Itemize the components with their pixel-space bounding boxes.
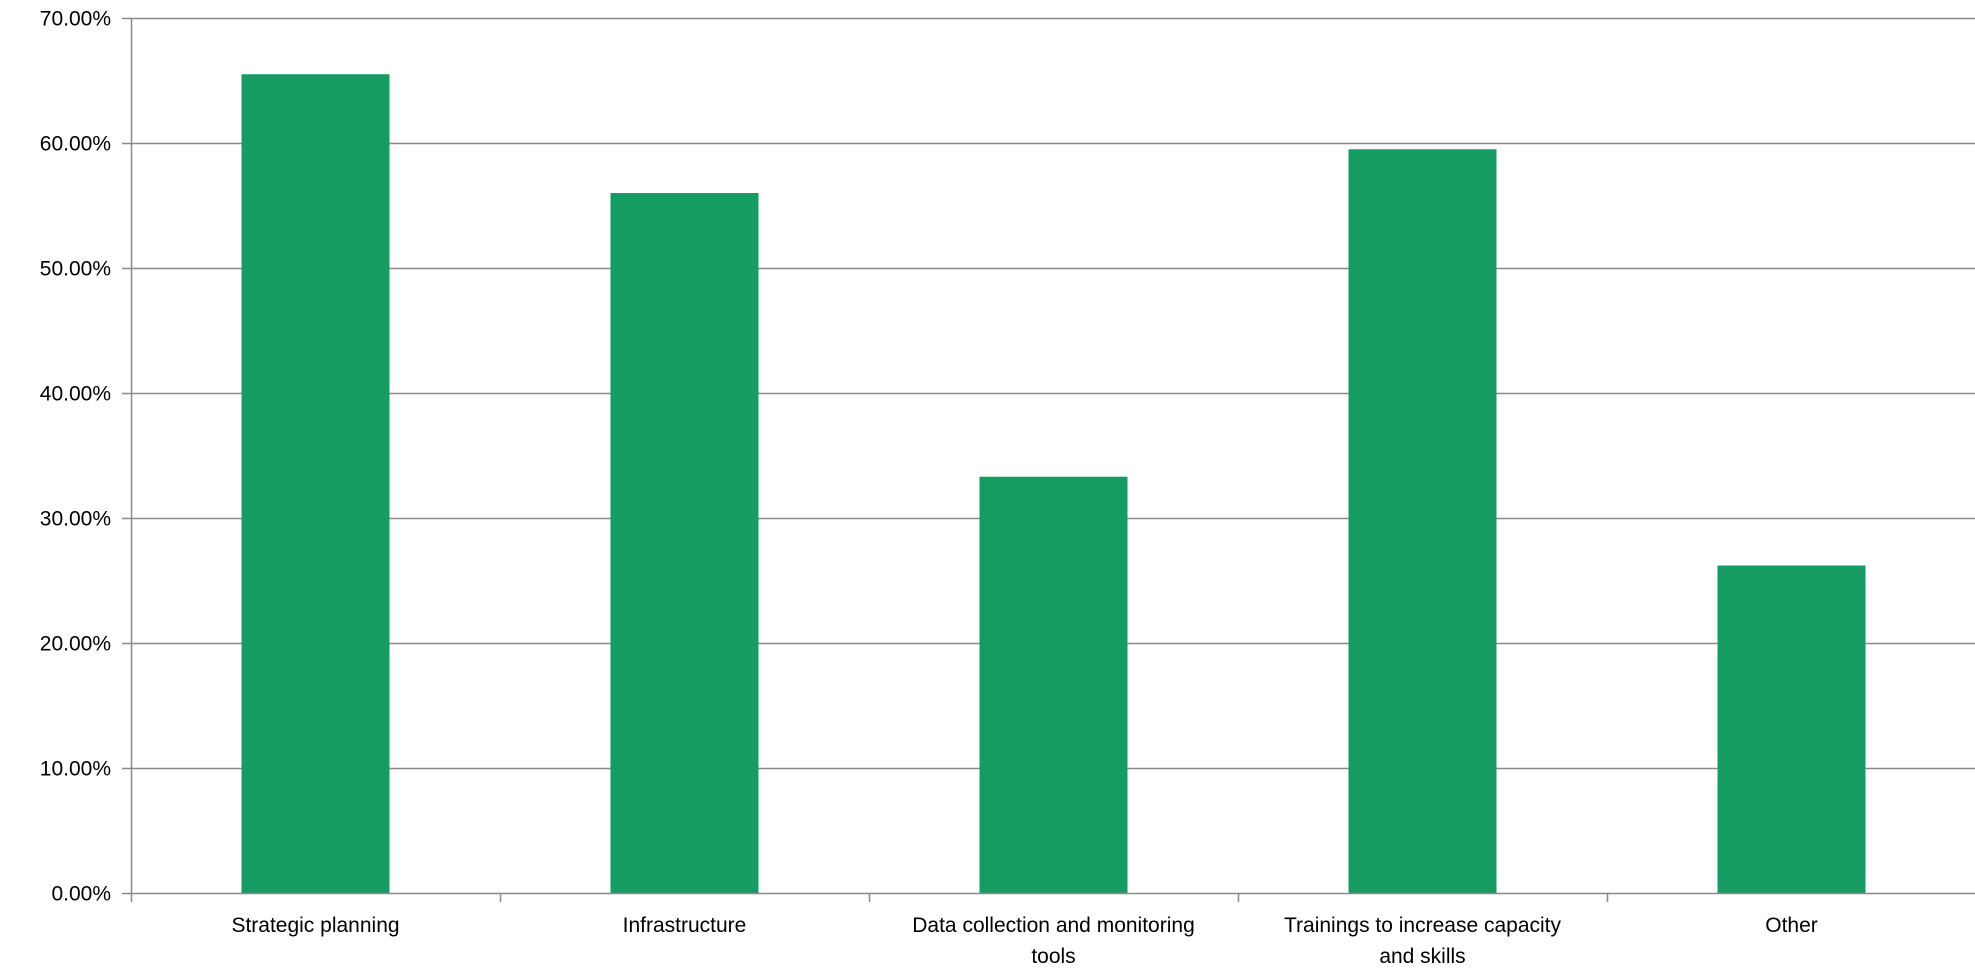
x-tick-label: Strategic planning [231, 914, 399, 937]
y-tick-label: 0.00% [51, 883, 111, 906]
y-tick-label: 10.00% [40, 758, 111, 781]
y-tick-label: 70.00% [40, 8, 111, 31]
axes [122, 17, 1975, 902]
bar [241, 74, 390, 893]
x-tick-label: Other [1765, 914, 1818, 937]
bar [1348, 149, 1497, 893]
x-tick-label: and skills [1379, 945, 1465, 968]
y-tick-label: 60.00% [40, 133, 111, 156]
x-tick-label: Infrastructure [623, 914, 747, 937]
y-tick-label: 40.00% [40, 383, 111, 406]
x-tick-labels: Strategic planning Infrastructure Data col… [231, 914, 1817, 968]
x-tick-label: Data collection and monitoring [912, 914, 1195, 937]
bars [241, 74, 1866, 893]
x-tick-label: Trainings to increase capacity [1284, 914, 1562, 937]
x-tick-label: tools [1031, 945, 1075, 968]
y-tick-label: 30.00% [40, 508, 111, 531]
bar [1717, 565, 1866, 893]
bar [979, 476, 1128, 893]
y-tick-labels: 0.00% 10.00% 20.00% 30.00% 40.00% 50.00% 60.00… [40, 8, 111, 906]
bar [610, 193, 759, 893]
y-tick-label: 20.00% [40, 633, 111, 656]
y-tick-label: 50.00% [40, 258, 111, 281]
